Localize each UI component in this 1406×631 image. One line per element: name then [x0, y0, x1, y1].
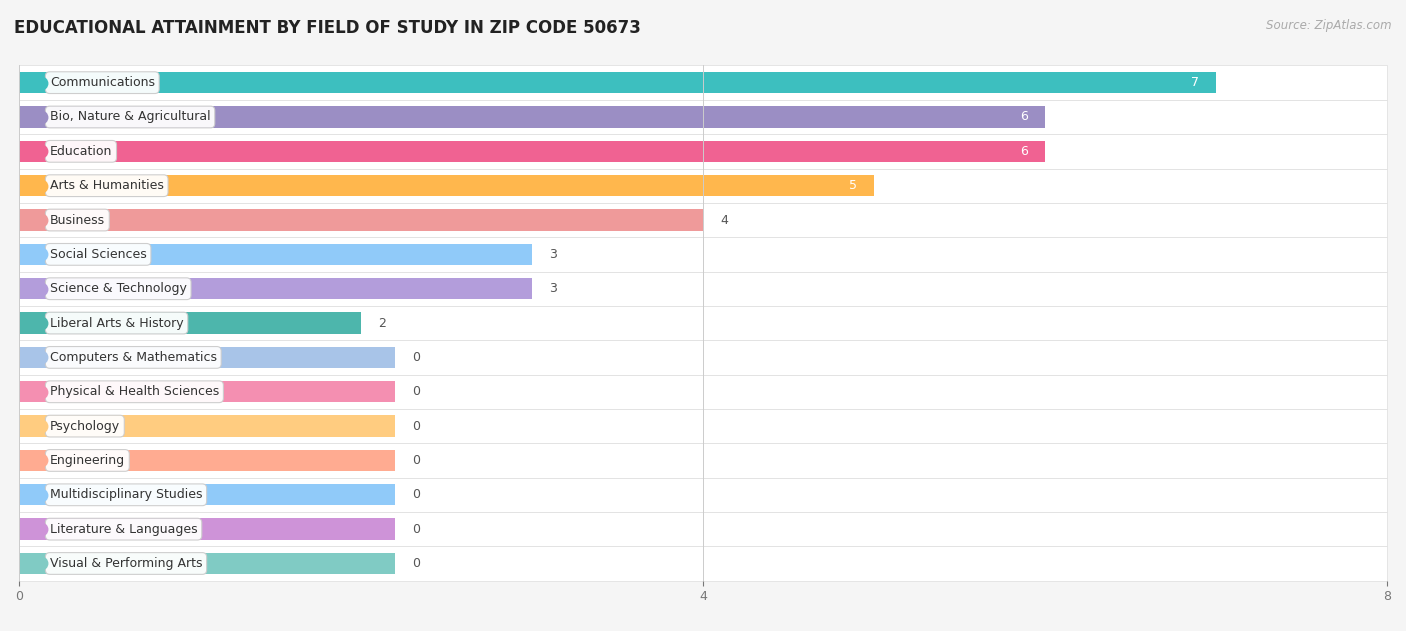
Text: Engineering: Engineering	[49, 454, 125, 467]
Text: Communications: Communications	[49, 76, 155, 89]
FancyBboxPatch shape	[20, 546, 1386, 581]
Text: Literature & Languages: Literature & Languages	[49, 522, 197, 536]
Text: 2: 2	[378, 317, 387, 329]
FancyBboxPatch shape	[20, 168, 1386, 203]
Text: Science & Technology: Science & Technology	[49, 282, 187, 295]
Text: Social Sciences: Social Sciences	[49, 248, 146, 261]
Text: EDUCATIONAL ATTAINMENT BY FIELD OF STUDY IN ZIP CODE 50673: EDUCATIONAL ATTAINMENT BY FIELD OF STUDY…	[14, 19, 641, 37]
Bar	[20, 141, 1045, 162]
Text: 3: 3	[550, 282, 557, 295]
Text: Bio, Nature & Agricultural: Bio, Nature & Agricultural	[49, 110, 211, 124]
Text: 4: 4	[720, 213, 728, 227]
Bar	[20, 484, 395, 505]
Bar	[20, 278, 531, 299]
Text: Arts & Humanities: Arts & Humanities	[49, 179, 163, 192]
Bar	[20, 450, 395, 471]
Bar	[20, 312, 361, 334]
Text: Liberal Arts & History: Liberal Arts & History	[49, 317, 183, 329]
Bar	[20, 519, 395, 540]
Bar	[20, 244, 531, 265]
Bar	[20, 381, 395, 403]
Text: 0: 0	[412, 386, 420, 398]
Bar	[20, 415, 395, 437]
FancyBboxPatch shape	[20, 375, 1386, 409]
Text: 6: 6	[1019, 110, 1028, 124]
FancyBboxPatch shape	[20, 66, 1386, 100]
Text: 0: 0	[412, 351, 420, 364]
Text: Psychology: Psychology	[49, 420, 120, 433]
Text: 7: 7	[1191, 76, 1199, 89]
FancyBboxPatch shape	[20, 203, 1386, 237]
Bar	[20, 175, 875, 196]
FancyBboxPatch shape	[20, 340, 1386, 375]
FancyBboxPatch shape	[20, 512, 1386, 546]
Text: Education: Education	[49, 145, 112, 158]
FancyBboxPatch shape	[20, 443, 1386, 478]
Text: 0: 0	[412, 488, 420, 501]
Bar	[20, 347, 395, 368]
Text: 0: 0	[412, 522, 420, 536]
FancyBboxPatch shape	[20, 306, 1386, 340]
Bar	[20, 107, 1045, 127]
Text: Computers & Mathematics: Computers & Mathematics	[49, 351, 217, 364]
FancyBboxPatch shape	[20, 271, 1386, 306]
FancyBboxPatch shape	[20, 478, 1386, 512]
FancyBboxPatch shape	[20, 237, 1386, 271]
Text: 0: 0	[412, 454, 420, 467]
FancyBboxPatch shape	[20, 409, 1386, 443]
Text: 0: 0	[412, 420, 420, 433]
Bar	[20, 72, 1216, 93]
Text: Source: ZipAtlas.com: Source: ZipAtlas.com	[1267, 19, 1392, 32]
FancyBboxPatch shape	[20, 134, 1386, 168]
Text: Business: Business	[49, 213, 105, 227]
Text: Multidisciplinary Studies: Multidisciplinary Studies	[49, 488, 202, 501]
Text: 0: 0	[412, 557, 420, 570]
Text: Visual & Performing Arts: Visual & Performing Arts	[49, 557, 202, 570]
FancyBboxPatch shape	[20, 100, 1386, 134]
Text: 6: 6	[1019, 145, 1028, 158]
Text: Physical & Health Sciences: Physical & Health Sciences	[49, 386, 219, 398]
Bar	[20, 553, 395, 574]
Bar	[20, 209, 703, 231]
Text: 5: 5	[849, 179, 856, 192]
Text: 3: 3	[550, 248, 557, 261]
